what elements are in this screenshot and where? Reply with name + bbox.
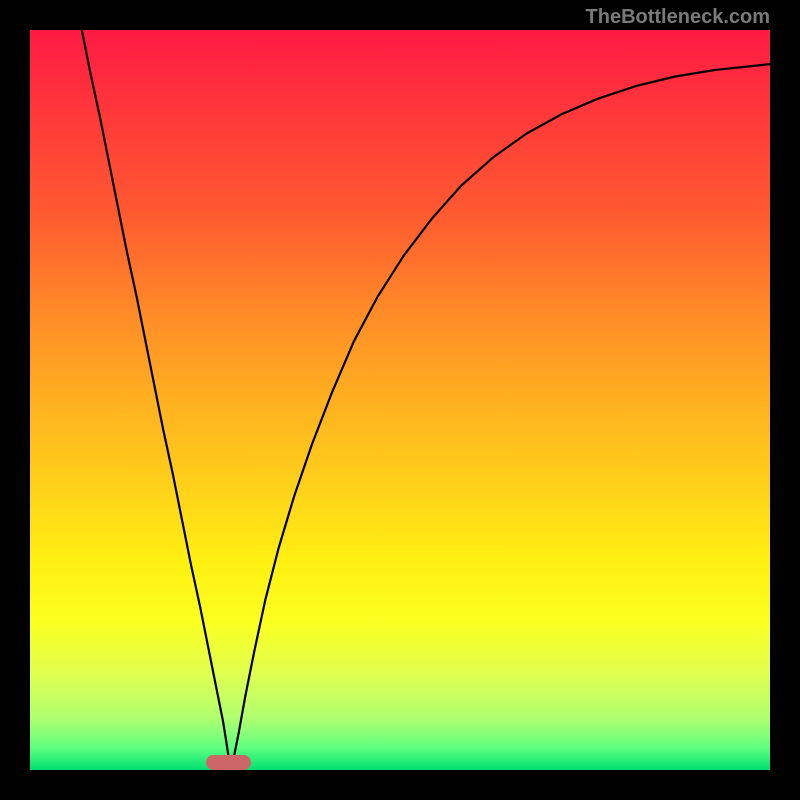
plot-area xyxy=(30,30,770,770)
chart-container: TheBottleneck.com xyxy=(0,0,800,800)
optimal-marker xyxy=(206,755,250,770)
watermark-text: TheBottleneck.com xyxy=(586,6,770,29)
bottleneck-curve xyxy=(30,30,770,770)
